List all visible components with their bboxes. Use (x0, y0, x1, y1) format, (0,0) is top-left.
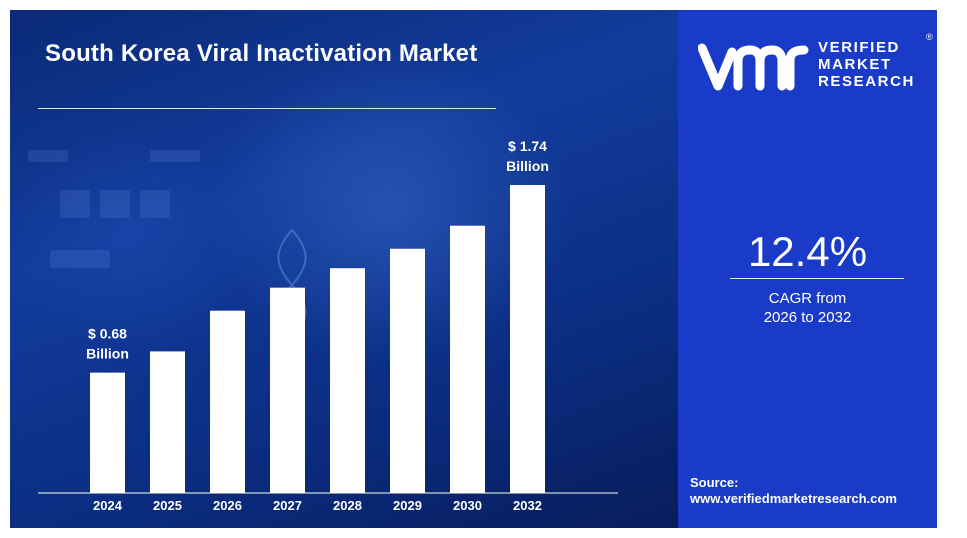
bar-2024 (90, 372, 125, 493)
cagr-label-line-2: 2026 to 2032 (763, 309, 852, 326)
chart-panel: South Korea Viral Inactivation Market $ … (10, 10, 678, 528)
bar-2027 (270, 287, 305, 493)
registered-mark: ® (926, 32, 933, 42)
bar-2026 (210, 310, 245, 493)
title-divider (38, 108, 496, 109)
data-label-2024-line-2: Billion (86, 346, 129, 362)
data-label-2024-line-1: $ 0.68 (88, 326, 127, 342)
x-tick-label-2024: 2024 (93, 498, 123, 513)
x-tick-label-2030: 2030 (453, 498, 482, 513)
x-tick-label-2026: 2026 (213, 498, 242, 513)
x-tick-label-2029: 2029 (393, 498, 422, 513)
bar-2030 (450, 225, 485, 494)
brand-line-3: RESEARCH (818, 73, 915, 90)
cagr-divider (730, 278, 904, 279)
data-label-2032-line-1: $ 1.74 (508, 138, 547, 154)
brand-line-2: MARKET (818, 56, 892, 73)
data-label-2032-line-2: Billion (506, 158, 549, 174)
x-tick-label-2027: 2027 (273, 498, 302, 513)
backdrop-decoration (140, 190, 170, 218)
bar-2029 (390, 248, 425, 493)
brand-line-1: VERIFIED (818, 39, 900, 56)
x-tick-label-2028: 2028 (333, 498, 362, 513)
summary-panel: VERIFIED MARKET RESEARCH ® 12.4% CAGR fr… (678, 10, 937, 528)
cagr-value: 12.4% (747, 228, 868, 275)
backdrop-decoration (50, 250, 110, 268)
backdrop-decoration (28, 150, 68, 162)
chart-title: South Korea Viral Inactivation Market (45, 40, 478, 67)
brand-logo: VERIFIED MARKET RESEARCH ® (698, 32, 933, 104)
bar-2032 (510, 185, 545, 493)
source-heading: Source: (690, 475, 739, 490)
backdrop-decoration (100, 190, 130, 218)
cagr-label-line-1: CAGR from (768, 290, 847, 307)
x-tick-label-2025: 2025 (153, 498, 182, 513)
source-url[interactable]: www.verifiedmarketresearch.com (690, 491, 897, 506)
backdrop-decoration (60, 190, 90, 218)
x-tick-label-2032: 2032 (513, 498, 542, 513)
vmr-logo-icon (698, 43, 809, 91)
bar-2028 (330, 268, 365, 493)
backdrop-decoration (150, 150, 200, 162)
infographic-frame: South Korea Viral Inactivation Market $ … (10, 10, 937, 528)
bar-chart: $ 0.68 Billion $ 1.74 Billion 2024 2025 2026 2… (38, 138, 618, 513)
bar-2025 (150, 351, 185, 493)
